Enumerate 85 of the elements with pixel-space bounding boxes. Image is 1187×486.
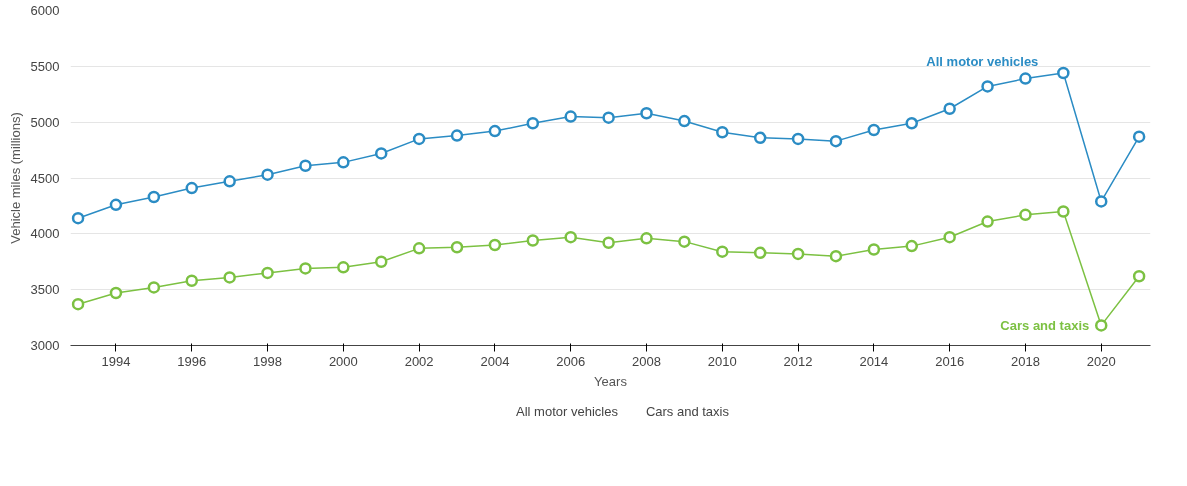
point xyxy=(1019,208,1032,222)
y-tick-label: 5500 xyxy=(30,58,60,74)
text: Cars and taxis xyxy=(645,403,729,419)
point xyxy=(602,236,615,250)
x-tick-label: 2002 xyxy=(404,353,434,369)
y-tick-label: 6000 xyxy=(30,3,60,18)
point xyxy=(147,190,161,204)
point xyxy=(791,247,805,261)
x-tick-label: 2008 xyxy=(632,353,661,369)
x-tick-label: 2010 xyxy=(707,353,737,369)
point xyxy=(488,238,502,252)
point xyxy=(412,132,426,146)
series-label: Cars and taxis xyxy=(1000,317,1090,333)
point xyxy=(374,255,388,268)
point xyxy=(943,102,956,116)
point xyxy=(526,117,540,130)
point xyxy=(185,274,199,287)
point xyxy=(829,249,843,263)
x-tick-label: 2004 xyxy=(480,353,510,369)
x-tick-label: 2012 xyxy=(783,353,813,369)
point xyxy=(450,129,464,142)
point xyxy=(374,147,388,160)
x-tick-label: 2006 xyxy=(556,353,586,369)
point xyxy=(109,198,123,212)
point xyxy=(791,132,805,146)
point xyxy=(299,159,312,172)
point xyxy=(981,80,994,93)
point xyxy=(1094,319,1108,332)
point xyxy=(299,262,312,275)
point xyxy=(1094,195,1108,208)
point xyxy=(71,297,85,311)
series-label: All motor vehicles xyxy=(926,54,1039,70)
point xyxy=(1057,66,1070,80)
point xyxy=(753,131,767,145)
point xyxy=(488,124,502,138)
point xyxy=(412,242,426,255)
point xyxy=(71,211,85,225)
x-tick-label: 1994 xyxy=(101,353,131,369)
point xyxy=(602,111,615,124)
point xyxy=(829,134,843,148)
x-tick-label: 2020 xyxy=(1086,353,1116,369)
point xyxy=(867,123,881,137)
x-tick-label: 2014 xyxy=(859,353,889,369)
point xyxy=(147,281,161,294)
point xyxy=(261,168,274,181)
x-tick-label: 2016 xyxy=(935,353,965,369)
point xyxy=(753,246,767,260)
point xyxy=(337,156,350,169)
y-axis-title: Vehicle miles (millions) xyxy=(7,112,23,244)
point xyxy=(905,117,919,130)
point xyxy=(1132,270,1146,283)
text: All motor vehicles xyxy=(516,403,618,419)
point xyxy=(1057,205,1070,218)
point xyxy=(640,106,653,120)
point xyxy=(337,261,350,274)
point xyxy=(185,181,199,195)
point xyxy=(943,230,956,244)
point xyxy=(905,239,919,253)
point xyxy=(564,230,577,244)
point xyxy=(716,245,729,258)
point xyxy=(564,110,577,123)
point xyxy=(109,286,123,300)
x-axis-title: Years xyxy=(594,373,628,389)
y-tick-label: 4500 xyxy=(30,170,60,186)
point xyxy=(867,243,881,256)
x-tick-label: 2018 xyxy=(1010,353,1040,369)
point xyxy=(678,114,691,128)
point xyxy=(640,232,653,245)
x-tick-label: 2000 xyxy=(328,353,358,369)
y-tick-label: 3500 xyxy=(30,282,60,298)
point xyxy=(223,271,236,284)
x-tick-label: 1998 xyxy=(253,353,283,369)
x-tick-label: 1996 xyxy=(177,353,207,369)
point xyxy=(678,235,691,248)
point xyxy=(261,266,274,280)
y-tick-label: 5000 xyxy=(30,114,60,130)
point xyxy=(981,215,994,228)
point xyxy=(223,175,236,188)
point xyxy=(1019,72,1032,85)
point xyxy=(450,240,464,254)
point xyxy=(526,234,540,247)
point xyxy=(1132,130,1146,143)
point xyxy=(716,125,729,139)
y-tick-label: 3000 xyxy=(30,338,60,353)
y-tick-label: 4000 xyxy=(30,226,60,242)
